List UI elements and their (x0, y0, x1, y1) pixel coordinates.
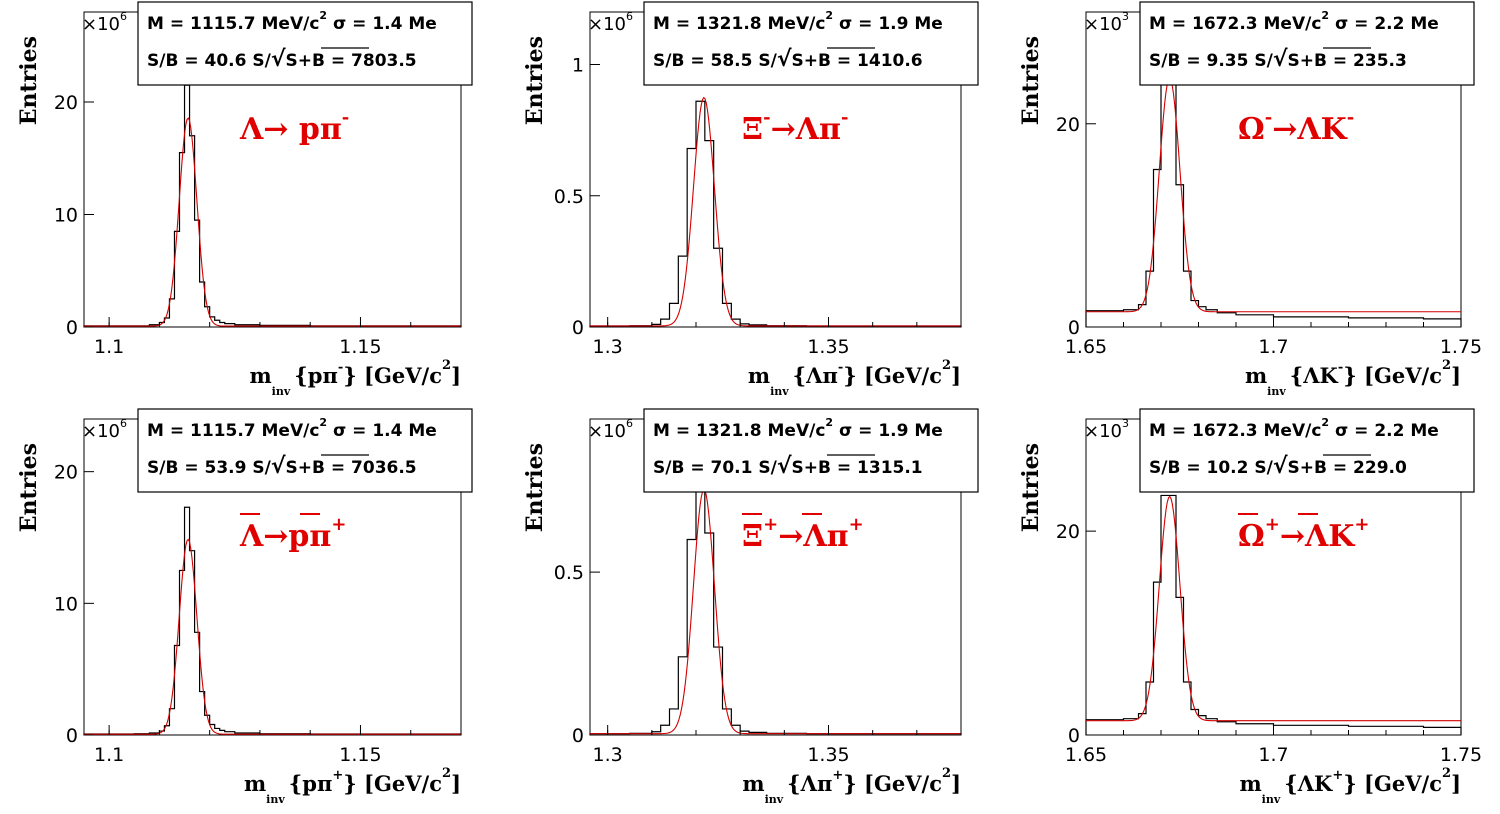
y-axis-multiplier: ×106 (588, 417, 633, 442)
decay-channel-label: Ω-→ΛK- (1238, 107, 1354, 147)
histogram-entries (1085, 77, 1462, 327)
y-tick-label: 20 (54, 92, 78, 114)
y-axis-multiplier: ×106 (82, 10, 127, 35)
y-tick-label: 1 (572, 55, 584, 77)
histogram-panel-6: 1.65 1.7 1.75 0 20 Entries ×103 M = 1672.3 MeV/… (1018, 408, 1482, 806)
x-axis-title: minv{pπ+} [GeV/c2] (244, 766, 461, 806)
x-tick-label: 1.35 (807, 744, 849, 766)
fit-stats-box (1139, 408, 1475, 493)
y-tick-label: 10 (54, 593, 78, 615)
y-tick-label: 0 (1068, 725, 1080, 747)
x-tick-label: 1.7 (1258, 336, 1288, 358)
decay-channel-label: Ξ+→Λπ+ (742, 514, 864, 554)
y-tick-label: 0 (66, 317, 78, 339)
y-axis-title: Entries (1018, 36, 1044, 125)
fit-significance: S/B = 58.5 S/√S+B = 1410.6 (653, 47, 923, 72)
decay-channel-label: Ω+→ΛK+ (1238, 514, 1369, 554)
y-tick-label: 20 (1056, 114, 1080, 136)
x-tick-label: 1.35 (807, 336, 849, 358)
y-axis-multiplier: ×103 (1084, 417, 1129, 442)
fit-significance: S/B = 70.1 S/√S+B = 1315.1 (653, 454, 923, 479)
fit-stats-box (137, 408, 473, 493)
histogram-panel-4: 1.1 1.15 0 10 20 Entries ×106 M = 1115.7 MeV/c2… (16, 408, 473, 806)
x-tick-label: 1.65 (1065, 336, 1107, 358)
fit-curve (84, 117, 461, 327)
fit-stats-box (137, 1, 473, 86)
histogram-panel-5: 1.3 1.35 0 0.5 Entries ×106 M = 1321.8 MeV/c2 … (522, 408, 979, 806)
x-axis-title: minv{pπ-} [GeV/c2] (249, 358, 461, 398)
fit-stats-box (643, 1, 979, 86)
fit-mass-sigma: M = 1672.3 MeV/c2 σ = 2.2 Me (1149, 416, 1439, 441)
fit-significance: S/B = 53.9 S/√S+B = 7036.5 (147, 454, 417, 479)
y-tick-label: 0 (66, 725, 78, 747)
fit-stats-box (643, 408, 979, 493)
histogram-panel-1: 1.1 1.15 0 10 20 Entries ×106 M = 1115.7 MeV/c2… (16, 1, 473, 398)
histogram-entries (83, 84, 462, 327)
y-tick-label: 0.5 (554, 562, 584, 584)
histogram-panel-2: 1.3 1.35 0 0.5 1 Entries ×106 M = 1321.8 MeV/c2… (522, 1, 979, 398)
fit-mass-sigma: M = 1115.7 MeV/c2 σ = 1.4 Me (147, 9, 437, 34)
x-tick-label: 1.1 (94, 336, 124, 358)
y-tick-label: 0 (1068, 317, 1080, 339)
x-tick-label: 1.65 (1065, 744, 1107, 766)
decay-channel-label: Ξ-→Λπ- (742, 107, 848, 147)
fit-mass-sigma: M = 1115.7 MeV/c2 σ = 1.4 Me (147, 416, 437, 441)
x-axis-title: minv{ΛK+} [GeV/c2] (1239, 766, 1461, 806)
histogram-panel-3: 1.65 1.7 1.75 0 20 Entries ×103 M = 1672.3 MeV/… (1018, 1, 1482, 398)
fit-significance: S/B = 40.6 S/√S+B = 7803.5 (147, 47, 417, 72)
fit-significance: S/B = 9.35 S/√S+B = 235.3 (1149, 47, 1407, 72)
fit-curve (1086, 77, 1461, 313)
histogram-entries (589, 490, 962, 735)
y-axis-multiplier: ×103 (1084, 10, 1129, 35)
x-tick-label: 1.3 (593, 336, 623, 358)
x-tick-label: 1.75 (1440, 744, 1482, 766)
histogram-entries (1085, 494, 1462, 735)
y-tick-label: 0.5 (554, 186, 584, 208)
x-axis-title: minv{Λπ+} [GeV/c2] (742, 766, 961, 806)
y-axis-title: Entries (522, 443, 548, 532)
y-tick-label: 0 (572, 725, 584, 747)
x-tick-label: 1.75 (1440, 336, 1482, 358)
y-axis-title: Entries (16, 36, 42, 125)
decay-channel-label: Λ→ pπ- (239, 107, 349, 147)
y-tick-label: 0 (572, 317, 584, 339)
histogram-entries (589, 100, 962, 327)
x-tick-label: 1.3 (593, 744, 623, 766)
x-tick-label: 1.15 (339, 744, 381, 766)
x-axis-title: minv{ΛK-} [GeV/c2] (1245, 358, 1461, 398)
y-axis-title: Entries (1018, 443, 1044, 532)
fit-mass-sigma: M = 1321.8 MeV/c2 σ = 1.9 Me (653, 9, 943, 34)
x-axis-title: minv{Λπ-} [GeV/c2] (748, 358, 961, 398)
fit-stats-box (1139, 1, 1475, 86)
y-tick-label: 10 (54, 205, 78, 227)
x-tick-label: 1.1 (94, 744, 124, 766)
x-tick-label: 1.7 (1258, 744, 1288, 766)
fit-significance: S/B = 10.2 S/√S+B = 229.0 (1149, 454, 1407, 479)
y-axis-multiplier: ×106 (588, 10, 633, 35)
y-tick-label: 20 (1056, 521, 1080, 543)
fit-curve (1086, 495, 1461, 722)
y-axis-multiplier: ×106 (82, 417, 127, 442)
y-axis-title: Entries (16, 443, 42, 532)
y-axis-title: Entries (522, 36, 548, 125)
y-tick-label: 20 (54, 462, 78, 484)
x-tick-label: 1.15 (339, 336, 381, 358)
fit-mass-sigma: M = 1672.3 MeV/c2 σ = 2.2 Me (1149, 9, 1439, 34)
fit-mass-sigma: M = 1321.8 MeV/c2 σ = 1.9 Me (653, 416, 943, 441)
fit-curve (84, 538, 461, 735)
decay-channel-label: Λ→pπ+ (239, 514, 346, 554)
